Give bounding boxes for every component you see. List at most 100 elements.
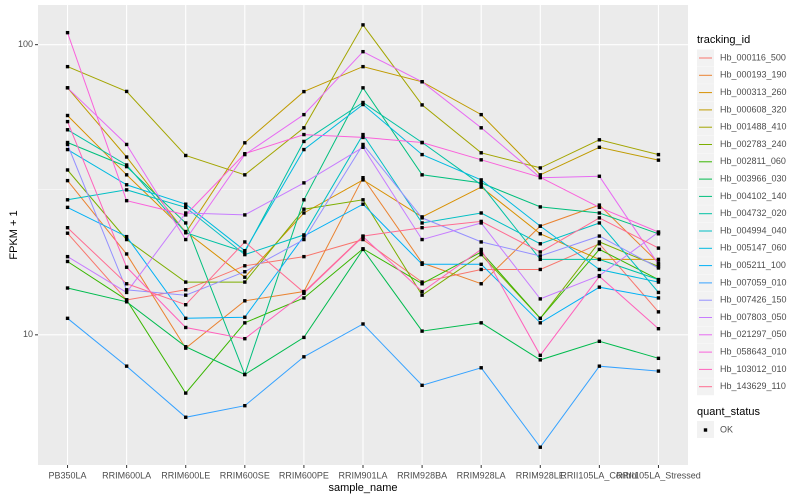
data-point xyxy=(184,221,188,225)
data-point xyxy=(243,252,247,257)
data-point xyxy=(656,296,661,300)
data-point xyxy=(124,198,129,203)
data-point xyxy=(479,219,483,224)
x-tick-label: RRIM600PE xyxy=(279,470,329,480)
data-point xyxy=(124,282,129,286)
data-point xyxy=(243,275,247,279)
data-point xyxy=(361,102,365,107)
data-point xyxy=(538,267,542,272)
data-point xyxy=(302,139,306,144)
data-point xyxy=(65,231,70,235)
x-tick-label: RRII105LA_Control xyxy=(560,470,638,480)
data-point xyxy=(361,135,365,140)
data-point xyxy=(65,286,70,290)
data-point xyxy=(65,178,70,183)
data-point xyxy=(420,103,424,107)
legend-label: Hb_021297_050 xyxy=(720,329,787,339)
data-point xyxy=(184,153,188,158)
data-point xyxy=(597,247,602,252)
data-point xyxy=(65,142,70,147)
x-tick-label: RRIM928LE xyxy=(516,470,565,480)
data-point xyxy=(420,226,424,230)
data-point xyxy=(479,181,483,185)
legend-label: Hb_058643_010 xyxy=(720,346,787,356)
legend-label: Hb_004994_040 xyxy=(720,225,787,235)
data-point xyxy=(538,166,542,170)
data-point xyxy=(538,205,542,209)
data-point xyxy=(479,267,483,272)
data-point xyxy=(361,202,365,206)
data-point xyxy=(184,391,188,395)
data-point xyxy=(597,339,602,344)
data-point xyxy=(656,280,661,284)
legend-label: Hb_002783_240 xyxy=(720,139,787,149)
data-point xyxy=(656,310,661,314)
data-point xyxy=(538,224,542,228)
legend-label: Hb_007426_150 xyxy=(720,295,787,305)
data-point xyxy=(420,289,424,294)
data-point xyxy=(597,174,602,178)
legend-label: Hb_005211_100 xyxy=(720,260,786,270)
legend-label: OK xyxy=(720,424,733,434)
data-point xyxy=(124,188,129,192)
data-point xyxy=(243,248,247,253)
data-point xyxy=(124,252,129,256)
data-point xyxy=(597,240,602,244)
data-point xyxy=(243,336,247,341)
data-point xyxy=(124,173,129,177)
data-point xyxy=(479,183,483,187)
data-point xyxy=(243,213,247,217)
x-tick-label: RRIM600LA xyxy=(102,470,151,480)
data-point xyxy=(65,64,70,69)
data-point xyxy=(656,369,661,373)
data-point xyxy=(538,175,542,180)
data-point xyxy=(479,158,483,162)
data-point xyxy=(361,23,365,27)
data-point xyxy=(479,211,483,215)
data-point xyxy=(124,183,129,187)
data-point xyxy=(597,145,602,149)
data-point xyxy=(597,257,602,262)
data-point xyxy=(361,142,365,147)
data-point xyxy=(65,259,70,264)
data-point xyxy=(538,257,542,262)
legend-title: tracking_id xyxy=(697,34,750,46)
y-axis-title: FPKM + 1 xyxy=(8,210,20,259)
data-point xyxy=(302,237,306,242)
data-point xyxy=(124,237,129,242)
legend-label: Hb_000116_500 xyxy=(720,52,786,62)
legend-title: quant_status xyxy=(697,406,760,418)
data-point xyxy=(420,383,424,388)
data-point xyxy=(184,230,188,235)
data-point xyxy=(538,254,542,258)
data-point xyxy=(302,296,306,300)
data-point xyxy=(65,226,70,230)
data-point xyxy=(479,262,483,267)
data-point xyxy=(361,198,365,202)
data-point xyxy=(479,282,483,286)
data-point xyxy=(538,353,542,358)
data-point xyxy=(479,250,483,254)
legend-label: Hb_004102_140 xyxy=(720,191,787,201)
data-point xyxy=(420,173,424,177)
data-point xyxy=(302,89,306,94)
data-point xyxy=(538,173,542,177)
data-point xyxy=(479,252,483,257)
data-point xyxy=(597,242,602,246)
data-point xyxy=(302,335,306,340)
data-point xyxy=(302,132,306,137)
data-point xyxy=(538,242,542,246)
y-tick-label: 10 xyxy=(23,329,33,339)
legend-label: Hb_001488_410 xyxy=(720,122,787,132)
x-tick-label: RRII105LA_Stressed xyxy=(616,470,701,480)
data-point xyxy=(597,285,602,289)
data-point xyxy=(65,113,70,118)
data-point xyxy=(243,403,247,408)
data-point xyxy=(243,299,247,303)
data-point xyxy=(184,202,188,206)
data-point xyxy=(65,128,70,132)
data-point xyxy=(184,213,188,217)
y-tick-label: 100 xyxy=(18,39,33,49)
legend-label: Hb_007803_050 xyxy=(720,312,787,322)
data-point xyxy=(656,266,661,270)
